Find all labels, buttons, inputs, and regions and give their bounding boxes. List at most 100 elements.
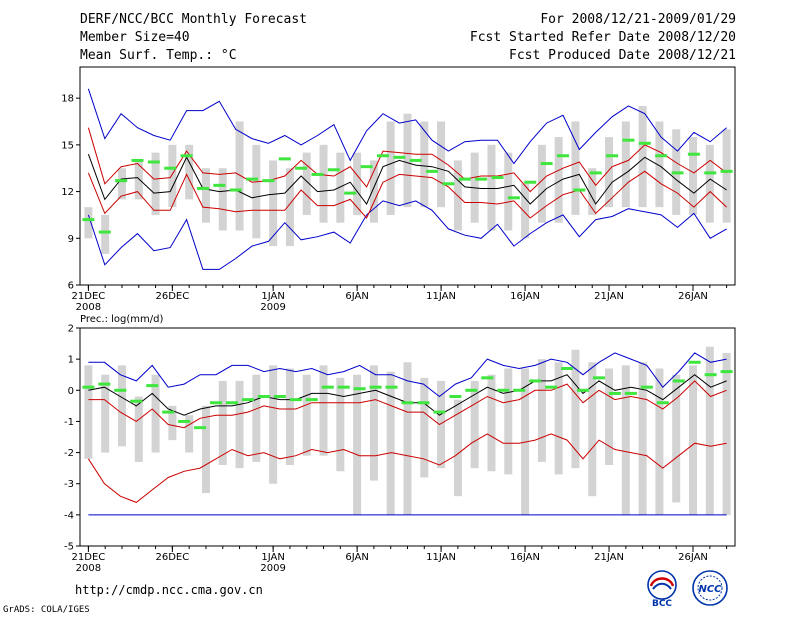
prec-median-marker xyxy=(608,391,621,395)
temp-spread-bar xyxy=(235,121,244,231)
temp-spread-bar xyxy=(84,207,93,239)
ncc-logo: NCC xyxy=(692,570,728,606)
temp-y-tick-label: 12 xyxy=(61,187,74,198)
temp-median-marker xyxy=(327,168,340,172)
prec-x-tick-label: 16JAN xyxy=(510,552,540,563)
prec-median-marker xyxy=(433,410,446,414)
prec-spread-bar xyxy=(571,349,580,469)
temp-spread-bar xyxy=(201,168,210,223)
prec-median-marker xyxy=(545,385,558,389)
source-url[interactable]: http://cmdp.ncc.cma.gov.cn xyxy=(75,583,263,597)
prec-spread-bar xyxy=(420,377,429,478)
temp-spread-bar xyxy=(504,152,513,231)
temp-median-marker xyxy=(507,196,520,200)
temp-spread-bar xyxy=(117,168,126,200)
temp-y-tick-label: 18 xyxy=(61,94,74,105)
temp-x-tick-year: 2008 xyxy=(76,302,101,313)
temp-spread-bar xyxy=(302,152,311,215)
temp-median-marker xyxy=(311,172,324,176)
temp-spread-bar xyxy=(420,121,429,208)
prec-x-tick-label: 26JAN xyxy=(678,552,708,563)
prec-x-tick-label: 1JAN xyxy=(261,552,284,563)
prec-spread-bar xyxy=(302,374,311,456)
prec-median-marker xyxy=(337,385,350,389)
temp-median-marker xyxy=(573,188,586,192)
prec-median-marker xyxy=(114,388,127,392)
prec-median-marker xyxy=(513,388,526,392)
forecast-period: For 2008/12/21-2009/01/29 xyxy=(540,12,736,27)
prec-spread-bar xyxy=(655,368,664,515)
bcc-logo: BCC xyxy=(647,570,677,608)
temp-spread-bar xyxy=(689,137,698,215)
prec-spread-bar xyxy=(218,380,227,466)
temp-median-marker xyxy=(491,176,504,180)
prec-median-marker xyxy=(401,401,414,405)
prec-spread-bar xyxy=(369,365,378,481)
temp-spread-bar xyxy=(554,137,563,223)
temp-median-marker xyxy=(638,141,651,145)
prec-spread-bar xyxy=(722,352,731,515)
prec-x-tick-label: 21JAN xyxy=(594,552,624,563)
temp-spread-bar xyxy=(101,214,110,254)
temp-median-marker xyxy=(213,183,226,187)
prec-median-marker xyxy=(481,376,494,380)
prec-median-marker xyxy=(577,388,590,392)
temp-x-tick-year: 2009 xyxy=(260,302,285,313)
temp-x-tick-label: 6JAN xyxy=(345,291,368,302)
prec-spread-bar xyxy=(537,359,546,462)
temp-x-tick-label: 21DEC xyxy=(72,291,106,302)
temp-x-tick-label: 26DEC xyxy=(156,291,190,302)
prec-spread-bar xyxy=(101,374,110,453)
prec-spread-bar xyxy=(705,346,714,515)
temp-y-tick-label: 6 xyxy=(68,281,74,292)
temp-spread-bar xyxy=(605,137,614,208)
temp-median-marker xyxy=(687,152,700,156)
prec-median-marker xyxy=(257,395,270,399)
member-size: Member Size=40 xyxy=(80,30,190,45)
temp-median-marker xyxy=(409,158,422,162)
temp-min-line xyxy=(87,200,727,270)
prec-y-tick-label: 2 xyxy=(68,324,74,335)
temp-median-marker xyxy=(262,179,275,183)
prec-median-marker xyxy=(465,388,478,392)
temp-median-marker xyxy=(98,230,111,234)
temp-x-tick-label: 1JAN xyxy=(261,291,284,302)
prec-median-marker xyxy=(672,379,685,383)
prec-median-marker xyxy=(497,388,510,392)
temp-spread-bar xyxy=(621,121,630,208)
temp-median-marker xyxy=(82,218,95,222)
temp-median-marker xyxy=(540,162,553,166)
prec-y-tick-label: -5 xyxy=(64,542,74,553)
temp-spread-bar xyxy=(369,160,378,223)
temp-spread-bar xyxy=(319,144,328,223)
prec-spread-bar xyxy=(554,362,563,475)
temp-median-marker xyxy=(556,154,569,158)
temp-median-marker xyxy=(131,158,144,162)
temp-median-marker xyxy=(606,154,619,158)
prec-median-marker xyxy=(178,419,191,423)
produced-date: Fcst Produced Date 2008/12/21 xyxy=(509,48,736,63)
prec-median-marker xyxy=(194,426,207,430)
temp-x-tick-label: 16JAN xyxy=(510,291,540,302)
temp-spread-bar xyxy=(336,152,345,223)
temp-spread-bar xyxy=(537,144,546,223)
temp-spread-bar xyxy=(185,144,194,200)
temp-median-marker xyxy=(589,171,602,175)
prec-y-tick-label: -1 xyxy=(64,417,74,428)
temp-spread-bar xyxy=(386,121,395,215)
temp-median-marker xyxy=(524,180,537,184)
prec-spread-bar xyxy=(689,365,698,515)
prec-median-marker xyxy=(720,370,733,374)
temp-median-marker xyxy=(229,188,242,192)
prec-median-marker xyxy=(704,373,717,377)
prec-median-marker xyxy=(130,399,143,403)
prec-spread-bar xyxy=(588,362,597,497)
prec-spread-bar xyxy=(453,399,462,497)
prec-x-tick-label: 6JAN xyxy=(345,552,368,563)
prec-max-line xyxy=(88,352,727,398)
temp-spread-bar xyxy=(151,152,160,215)
temp-median-marker xyxy=(246,177,259,181)
prec-lower-line xyxy=(87,433,727,503)
prec-median-marker xyxy=(353,387,366,391)
chart-title: DERF/NCC/BCC Monthly Forecast xyxy=(80,12,307,27)
